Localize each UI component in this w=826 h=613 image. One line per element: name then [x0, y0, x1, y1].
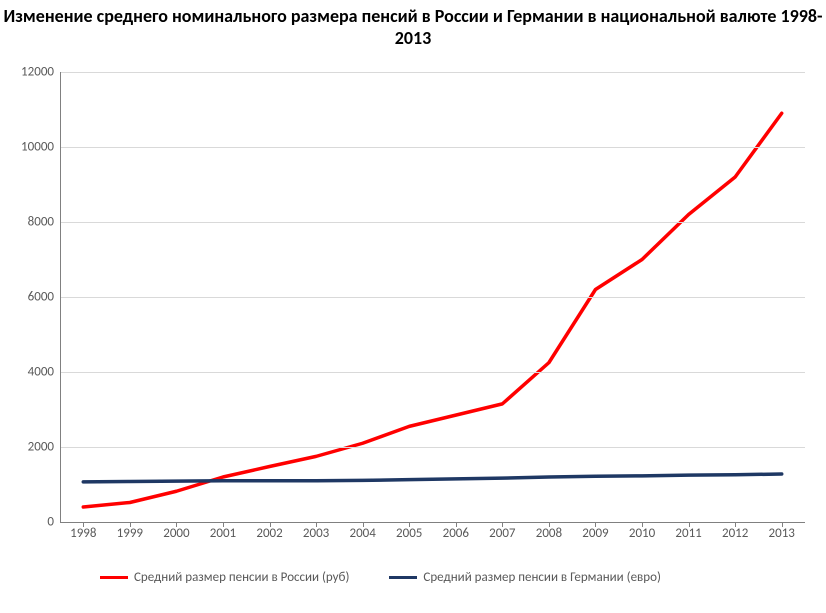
legend-item-russia: Средний размер пенсии в России (руб): [100, 570, 349, 585]
y-tick-label: 2000: [28, 440, 60, 455]
pension-chart: Изменение среднего номинального размера …: [0, 0, 826, 613]
y-tick-label: 0: [47, 515, 60, 530]
gridline: [60, 72, 805, 73]
gridline: [60, 372, 805, 373]
legend-swatch-russia: [100, 576, 128, 579]
legend-label-germany: Средний размер пенсии в Германии (евро): [423, 570, 661, 585]
x-axis: [60, 522, 805, 523]
chart-legend: Средний размер пенсии в России (руб) Сре…: [100, 570, 661, 585]
legend-item-germany: Средний размер пенсии в Германии (евро): [389, 570, 661, 585]
legend-swatch-germany: [389, 576, 417, 579]
y-tick-label: 6000: [28, 290, 60, 305]
chart-title: Изменение среднего номинального размера …: [0, 6, 826, 49]
series-line-germany: [83, 474, 781, 482]
legend-label-russia: Средний размер пенсии в России (руб): [134, 570, 349, 585]
gridline: [60, 297, 805, 298]
y-tick-label: 12000: [21, 65, 60, 80]
y-tick-label: 8000: [28, 215, 60, 230]
y-tick-label: 4000: [28, 365, 60, 380]
plot-area: 0200040006000800010000120001998199920002…: [60, 72, 805, 522]
gridline: [60, 147, 805, 148]
gridline: [60, 222, 805, 223]
y-tick-label: 10000: [21, 140, 60, 155]
gridline: [60, 447, 805, 448]
y-axis: [60, 72, 61, 522]
